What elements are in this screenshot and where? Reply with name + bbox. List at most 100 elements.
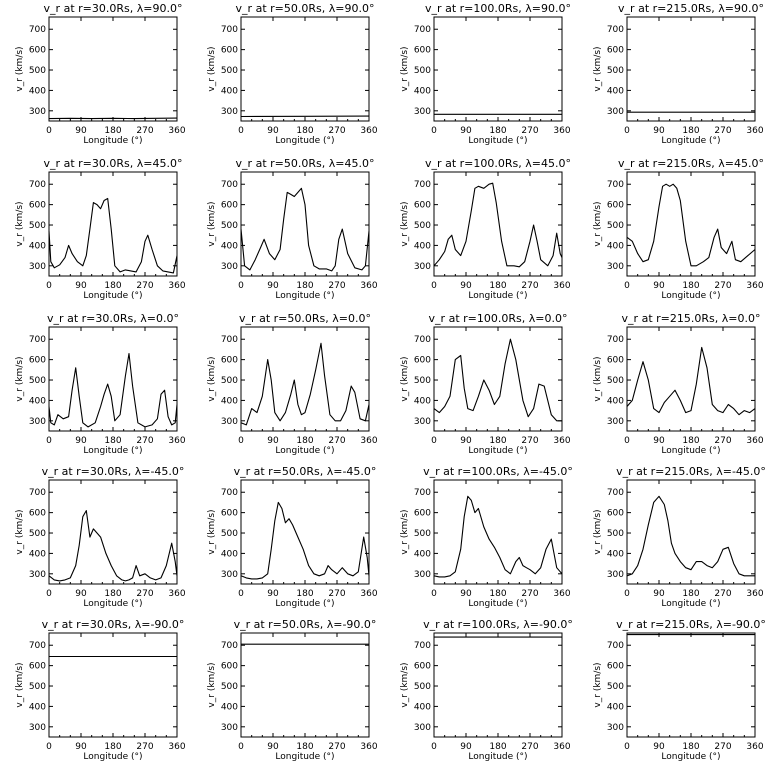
x-tick-label: 360 [360,281,377,291]
y-tick-label: 500 [29,376,46,386]
y-tick-label: 500 [414,529,431,539]
x-tick-label: 0 [624,281,630,291]
y-tick-label: 300 [607,570,624,580]
y-tick-label: 500 [414,376,431,386]
x-tick-label: 360 [168,126,185,136]
x-tick-label: 360 [553,436,570,446]
x-tick-label: 360 [746,126,763,136]
x-axis-label: Longitude (°) [275,599,334,609]
x-tick-label: 360 [746,436,763,446]
panel-title: v_r at r=215.0Rs, λ=-90.0° [616,618,766,631]
x-tick-label: 90 [653,742,665,752]
plot-frame [49,17,177,121]
y-tick-label: 300 [607,723,624,733]
y-tick-label: 700 [414,180,431,190]
x-tick-label: 0 [238,126,244,136]
x-tick-label: 360 [168,589,185,599]
series-line [49,354,177,427]
x-tick-label: 270 [521,742,538,752]
x-tick-label: 90 [75,742,87,752]
x-tick-label: 180 [682,281,699,291]
y-tick-label: 400 [29,549,46,559]
x-tick-label: 180 [682,742,699,752]
y-tick-label: 700 [607,641,624,651]
x-tick-label: 270 [328,436,345,446]
y-tick-label: 300 [414,262,431,272]
x-tick-label: 90 [460,436,472,446]
x-tick-label: 0 [238,281,244,291]
y-tick-label: 500 [607,66,624,76]
x-tick-label: 0 [46,281,52,291]
y-tick-label: 700 [607,335,624,345]
y-axis-label: v_r (km/s) [593,509,603,554]
x-tick-label: 270 [136,742,153,752]
plot-frame [627,633,755,737]
x-tick-label: 0 [46,126,52,136]
y-tick-label: 500 [221,376,238,386]
y-axis-label: v_r (km/s) [400,201,410,246]
y-tick-label: 400 [607,396,624,406]
x-tick-label: 180 [489,589,506,599]
y-tick-label: 600 [607,662,624,672]
series-line [241,502,369,579]
x-tick-label: 270 [521,589,538,599]
y-tick-label: 500 [29,682,46,692]
x-tick-label: 180 [682,589,699,599]
panel-title: v_r at r=30.0Rs, λ=-45.0° [42,465,185,478]
x-tick-label: 180 [682,126,699,136]
panel-title: v_r at r=50.0Rs, λ=90.0° [236,2,375,15]
panel-title: v_r at r=30.0Rs, λ=0.0° [47,312,179,325]
series-line [434,183,562,267]
x-axis-label: Longitude (°) [468,136,527,146]
plot-frame [241,480,369,584]
x-tick-label: 0 [238,742,244,752]
x-axis-label: Longitude (°) [661,136,720,146]
y-tick-label: 600 [221,46,238,56]
y-tick-label: 700 [221,335,238,345]
x-tick-label: 360 [553,589,570,599]
y-tick-label: 600 [607,46,624,56]
y-tick-label: 700 [221,641,238,651]
x-tick-label: 270 [521,126,538,136]
x-tick-label: 270 [328,126,345,136]
y-axis-label: v_r (km/s) [207,662,217,707]
x-tick-label: 90 [653,436,665,446]
plot-frame [241,172,369,276]
y-tick-label: 700 [607,25,624,35]
x-axis-label: Longitude (°) [275,291,334,301]
x-axis-label: Longitude (°) [275,752,334,762]
x-tick-label: 90 [267,589,279,599]
y-tick-label: 700 [221,488,238,498]
x-tick-label: 90 [267,281,279,291]
y-tick-label: 700 [414,641,431,651]
panel-title: v_r at r=100.0Rs, λ=-45.0° [423,465,573,478]
y-tick-label: 600 [29,509,46,519]
x-tick-label: 360 [360,436,377,446]
y-axis-label: v_r (km/s) [593,46,603,91]
x-tick-label: 270 [714,126,731,136]
x-tick-label: 90 [267,126,279,136]
panel-title: v_r at r=30.0Rs, λ=90.0° [44,2,183,15]
x-tick-label: 180 [104,742,121,752]
y-tick-label: 300 [221,107,238,117]
x-tick-label: 90 [460,742,472,752]
y-tick-label: 500 [607,221,624,231]
y-tick-label: 400 [607,702,624,712]
y-tick-label: 600 [29,356,46,366]
panel-title: v_r at r=30.0Rs, λ=-90.0° [42,618,185,631]
series-line [434,339,562,421]
x-tick-label: 360 [553,742,570,752]
y-tick-label: 400 [29,396,46,406]
y-axis-label: v_r (km/s) [207,509,217,554]
y-tick-label: 500 [29,529,46,539]
y-tick-label: 300 [607,262,624,272]
